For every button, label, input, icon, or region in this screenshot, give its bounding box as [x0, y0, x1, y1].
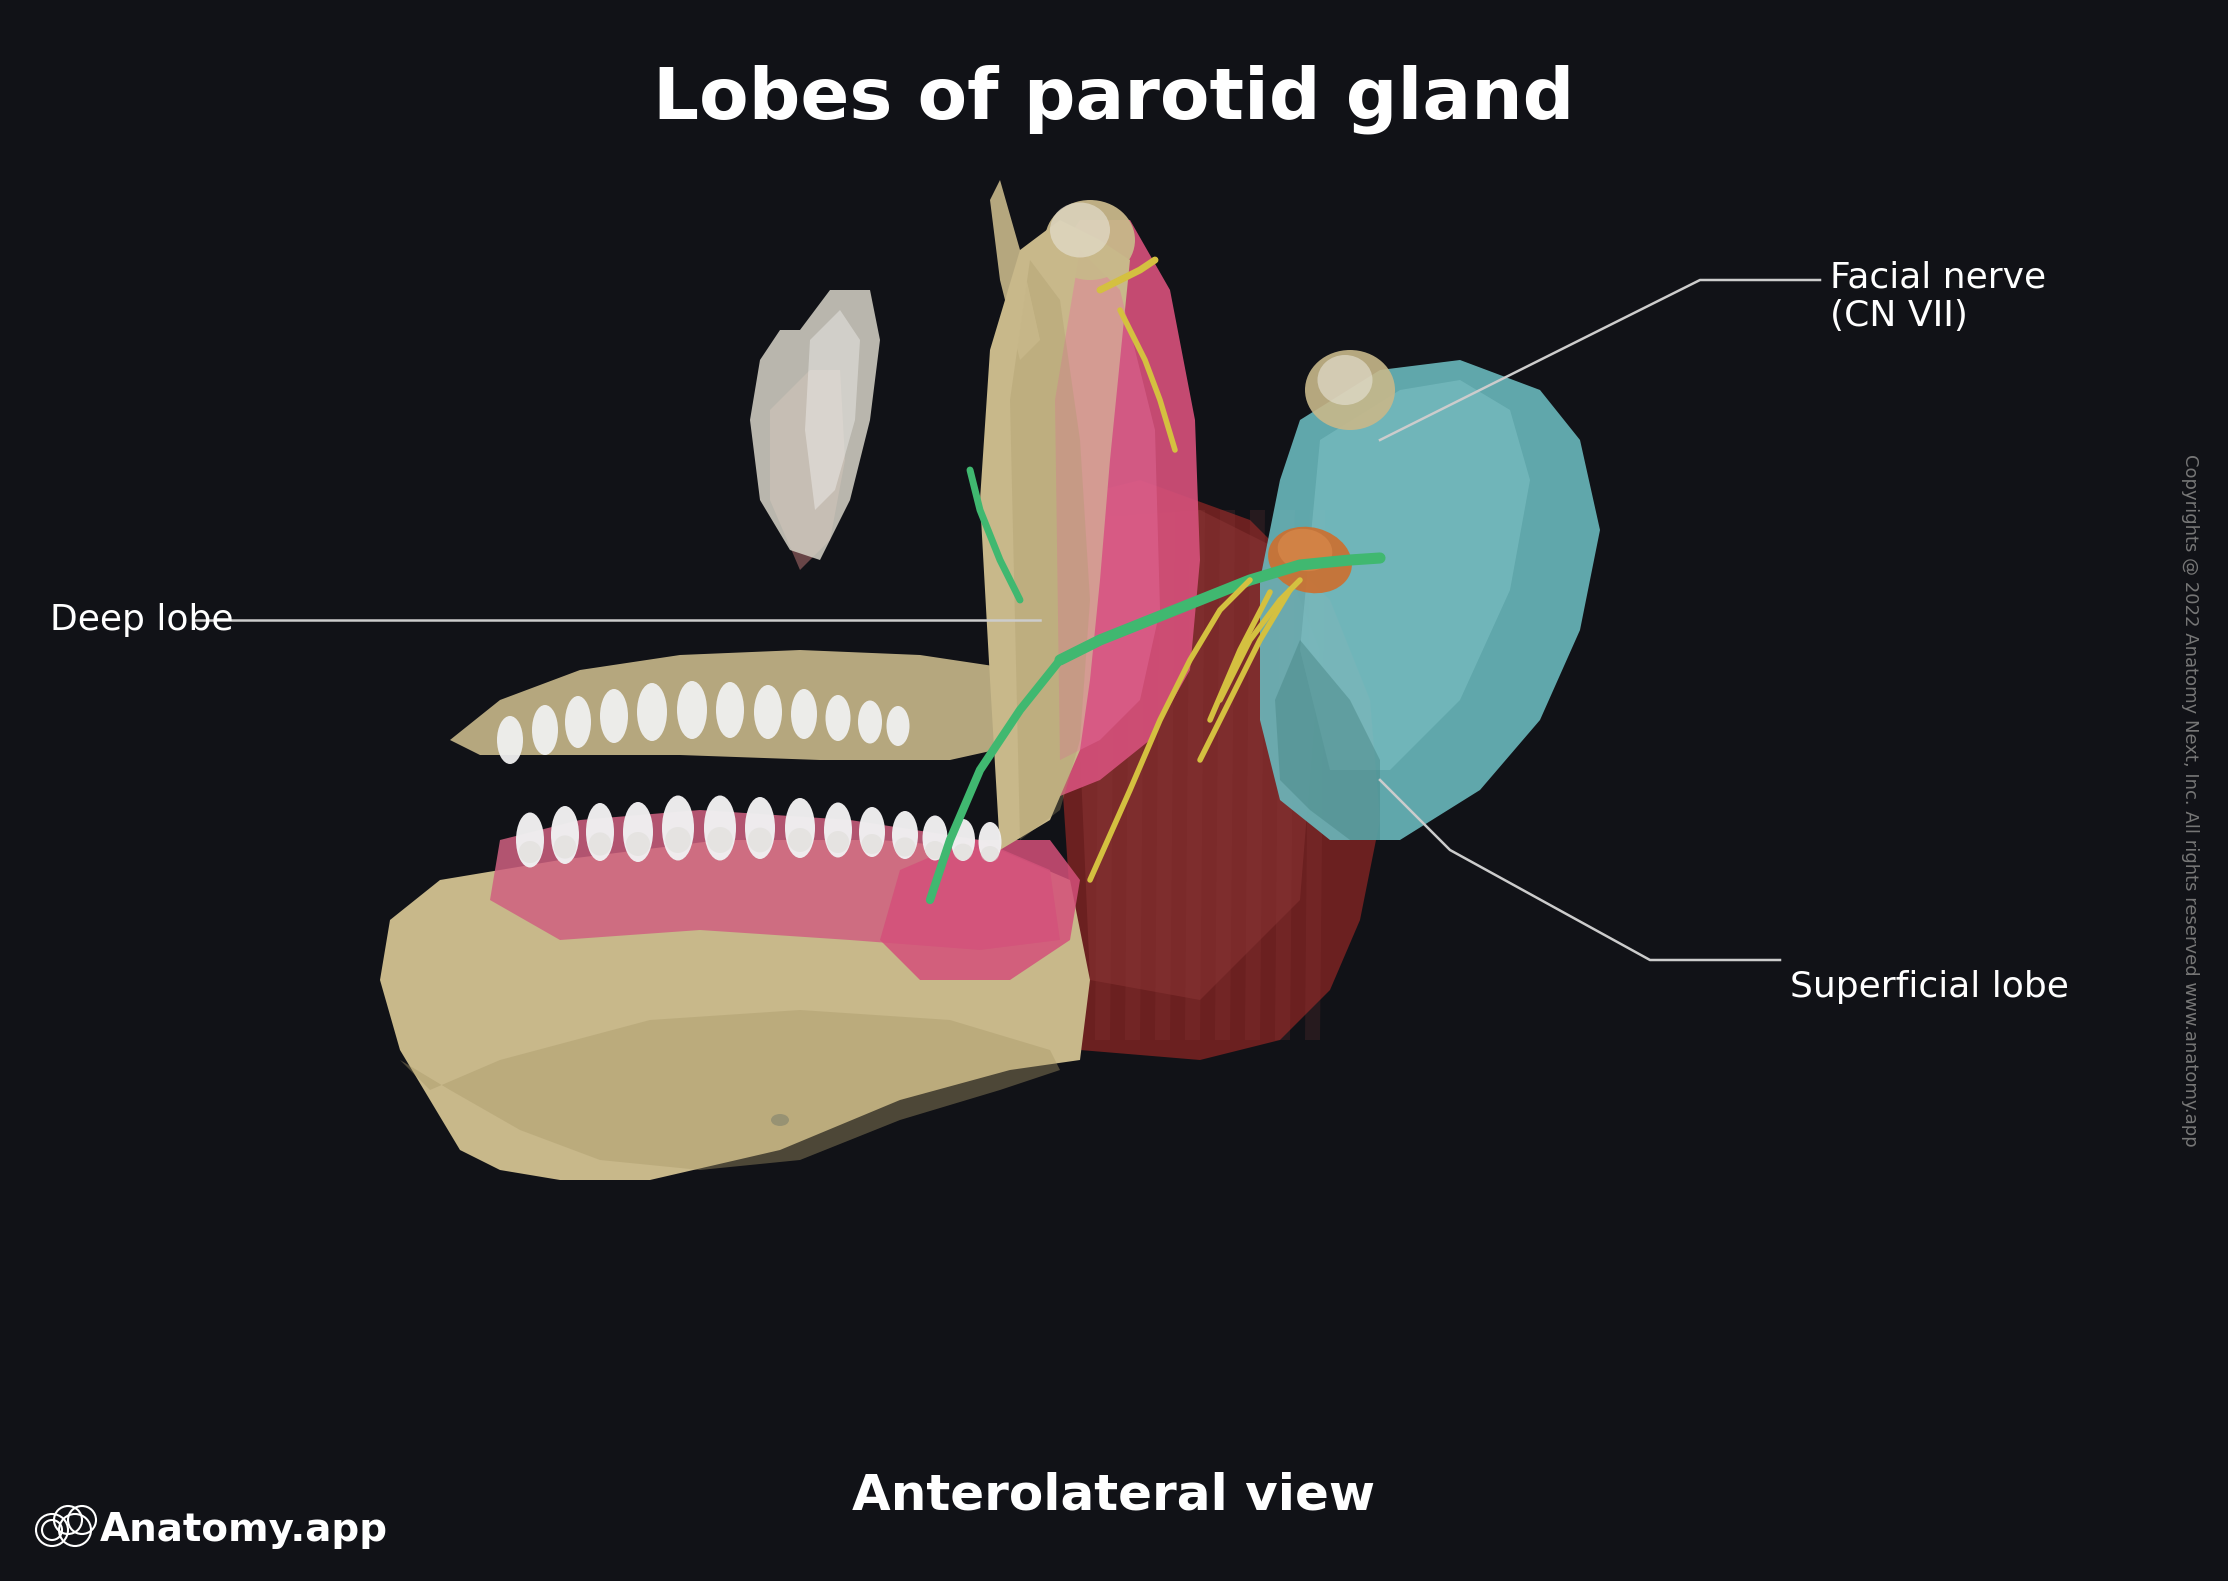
- Polygon shape: [450, 650, 1061, 760]
- Ellipse shape: [887, 707, 909, 746]
- Ellipse shape: [566, 696, 590, 748]
- Ellipse shape: [497, 716, 524, 764]
- Polygon shape: [401, 1010, 1061, 1170]
- Ellipse shape: [891, 811, 918, 858]
- Ellipse shape: [666, 827, 691, 854]
- Polygon shape: [751, 289, 880, 560]
- Text: Facial nerve
(CN VII): Facial nerve (CN VII): [1829, 259, 2045, 334]
- Ellipse shape: [532, 705, 557, 756]
- Ellipse shape: [980, 846, 998, 862]
- Polygon shape: [980, 220, 1130, 851]
- Polygon shape: [1261, 360, 1600, 840]
- Ellipse shape: [753, 685, 782, 738]
- Ellipse shape: [1277, 528, 1332, 571]
- Ellipse shape: [517, 813, 544, 868]
- Polygon shape: [1040, 481, 1379, 1059]
- Polygon shape: [804, 310, 860, 511]
- Ellipse shape: [771, 1115, 789, 1126]
- Ellipse shape: [860, 806, 885, 857]
- Text: Lobes of parotid gland: Lobes of parotid gland: [653, 65, 1575, 134]
- Ellipse shape: [599, 689, 628, 743]
- Ellipse shape: [951, 819, 976, 862]
- Polygon shape: [1274, 511, 1294, 1040]
- Text: Anterolateral view: Anterolateral view: [853, 1472, 1375, 1519]
- Polygon shape: [1069, 511, 1319, 1001]
- Ellipse shape: [704, 795, 735, 860]
- Text: Anatomy.app: Anatomy.app: [100, 1511, 388, 1549]
- Polygon shape: [989, 180, 1040, 360]
- Polygon shape: [1154, 511, 1174, 1040]
- Ellipse shape: [550, 806, 579, 863]
- Polygon shape: [490, 809, 1061, 950]
- Polygon shape: [1274, 640, 1379, 840]
- Text: Deep lobe: Deep lobe: [49, 602, 234, 637]
- Ellipse shape: [824, 803, 851, 857]
- Ellipse shape: [1317, 356, 1372, 405]
- Ellipse shape: [626, 832, 651, 855]
- Polygon shape: [1245, 511, 1266, 1040]
- Ellipse shape: [1268, 526, 1352, 593]
- Ellipse shape: [555, 835, 577, 858]
- Ellipse shape: [1306, 349, 1395, 430]
- Ellipse shape: [784, 798, 815, 858]
- Polygon shape: [771, 370, 844, 571]
- Ellipse shape: [749, 827, 771, 852]
- Polygon shape: [1125, 511, 1145, 1040]
- Ellipse shape: [588, 833, 610, 855]
- Ellipse shape: [922, 816, 947, 860]
- Ellipse shape: [706, 827, 733, 854]
- Ellipse shape: [791, 689, 818, 738]
- Ellipse shape: [744, 797, 775, 858]
- Polygon shape: [880, 840, 1081, 980]
- Ellipse shape: [862, 835, 882, 854]
- Ellipse shape: [896, 838, 916, 857]
- Ellipse shape: [954, 844, 974, 860]
- Ellipse shape: [715, 681, 744, 738]
- Polygon shape: [381, 840, 1089, 1179]
- Polygon shape: [1020, 220, 1201, 800]
- Text: Superficial lobe: Superficial lobe: [1789, 971, 2070, 1004]
- Polygon shape: [1214, 511, 1234, 1040]
- Ellipse shape: [789, 828, 811, 852]
- Polygon shape: [1009, 259, 1089, 840]
- Ellipse shape: [858, 700, 882, 743]
- Ellipse shape: [586, 803, 615, 862]
- Ellipse shape: [827, 696, 851, 741]
- Ellipse shape: [624, 802, 653, 862]
- Ellipse shape: [637, 683, 666, 741]
- Ellipse shape: [925, 841, 945, 858]
- Ellipse shape: [677, 681, 706, 738]
- Polygon shape: [1299, 379, 1531, 770]
- Ellipse shape: [1045, 201, 1134, 280]
- Ellipse shape: [1049, 202, 1110, 258]
- Polygon shape: [1056, 250, 1161, 760]
- Ellipse shape: [827, 832, 849, 854]
- Text: Copyrights @ 2022 Anatomy Next, Inc. All rights reserved www.anatomy.app: Copyrights @ 2022 Anatomy Next, Inc. All…: [2181, 454, 2199, 1146]
- Ellipse shape: [662, 795, 693, 860]
- Polygon shape: [1094, 511, 1114, 1040]
- Polygon shape: [1306, 511, 1326, 1040]
- Polygon shape: [1185, 511, 1205, 1040]
- Ellipse shape: [978, 822, 1003, 862]
- Ellipse shape: [519, 841, 541, 863]
